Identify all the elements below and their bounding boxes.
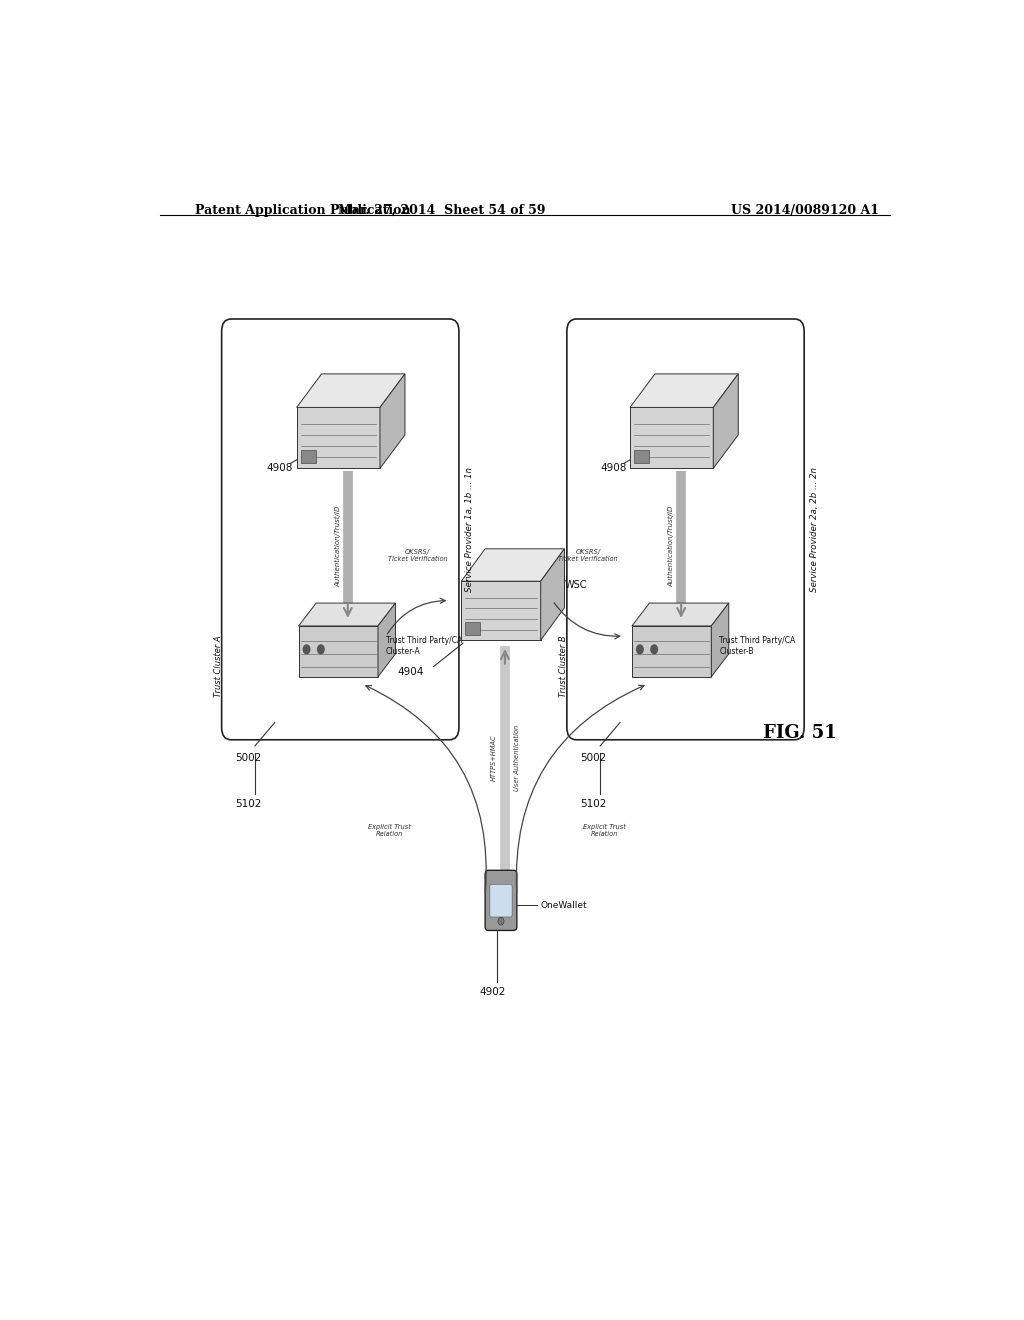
Polygon shape <box>714 374 738 469</box>
Polygon shape <box>630 408 714 469</box>
Text: Patent Application Publication: Patent Application Publication <box>196 205 411 216</box>
Circle shape <box>650 644 658 655</box>
Text: 5102: 5102 <box>236 799 261 809</box>
Circle shape <box>636 644 644 655</box>
Text: 4908: 4908 <box>600 463 627 474</box>
Polygon shape <box>378 603 395 677</box>
Text: HTTPS+HMAC: HTTPS+HMAC <box>492 735 497 781</box>
Text: 5002: 5002 <box>236 752 261 763</box>
FancyBboxPatch shape <box>485 870 517 931</box>
Text: Service Provider 1a, 1b ... 1n: Service Provider 1a, 1b ... 1n <box>465 467 474 591</box>
Polygon shape <box>630 374 738 408</box>
Polygon shape <box>461 581 541 640</box>
Text: Explicit Trust
Relation: Explicit Trust Relation <box>369 824 412 837</box>
Text: OneWallet: OneWallet <box>541 902 588 909</box>
Bar <box>301 450 315 463</box>
Text: Trust Third Party/CA
Cluster-A: Trust Third Party/CA Cluster-A <box>386 636 462 656</box>
Text: WSC: WSC <box>564 581 587 590</box>
Polygon shape <box>297 374 404 408</box>
Polygon shape <box>632 603 729 626</box>
Polygon shape <box>541 549 564 640</box>
Circle shape <box>303 644 310 655</box>
Circle shape <box>498 917 504 925</box>
Text: US 2014/0089120 A1: US 2014/0089120 A1 <box>731 205 880 216</box>
Text: Authentication/Trust/ID: Authentication/Trust/ID <box>669 506 675 587</box>
Text: 4908: 4908 <box>267 463 293 474</box>
Text: 5002: 5002 <box>581 752 606 763</box>
Polygon shape <box>461 549 564 581</box>
FancyBboxPatch shape <box>489 884 512 917</box>
Text: Trust Cluster B: Trust Cluster B <box>559 635 568 697</box>
Text: OKSRS/
Ticket Verification: OKSRS/ Ticket Verification <box>388 549 447 562</box>
Text: Service Provider 2a, 2b ... 2n: Service Provider 2a, 2b ... 2n <box>810 467 819 591</box>
Text: Trust Cluster A: Trust Cluster A <box>214 635 223 697</box>
Bar <box>634 450 649 463</box>
Text: 4904: 4904 <box>397 667 424 677</box>
Text: 4902: 4902 <box>480 987 506 997</box>
Circle shape <box>316 644 325 655</box>
Text: Mar. 27, 2014  Sheet 54 of 59: Mar. 27, 2014 Sheet 54 of 59 <box>338 205 545 216</box>
Polygon shape <box>632 626 712 677</box>
Text: Authentication/Trust/ID: Authentication/Trust/ID <box>336 506 341 587</box>
Polygon shape <box>712 603 729 677</box>
Polygon shape <box>380 374 404 469</box>
Text: FIG. 51: FIG. 51 <box>763 723 837 742</box>
Polygon shape <box>299 626 378 677</box>
Text: User Authentication: User Authentication <box>514 725 520 791</box>
Text: OKSRS/
Ticket Verification: OKSRS/ Ticket Verification <box>558 549 618 562</box>
Text: 5102: 5102 <box>581 799 607 809</box>
Bar <box>465 622 479 635</box>
Polygon shape <box>297 408 380 469</box>
Text: Trust Third Party/CA
Cluster-B: Trust Third Party/CA Cluster-B <box>719 636 796 656</box>
Polygon shape <box>299 603 395 626</box>
Text: Explicit Trust
Relation: Explicit Trust Relation <box>583 824 626 837</box>
